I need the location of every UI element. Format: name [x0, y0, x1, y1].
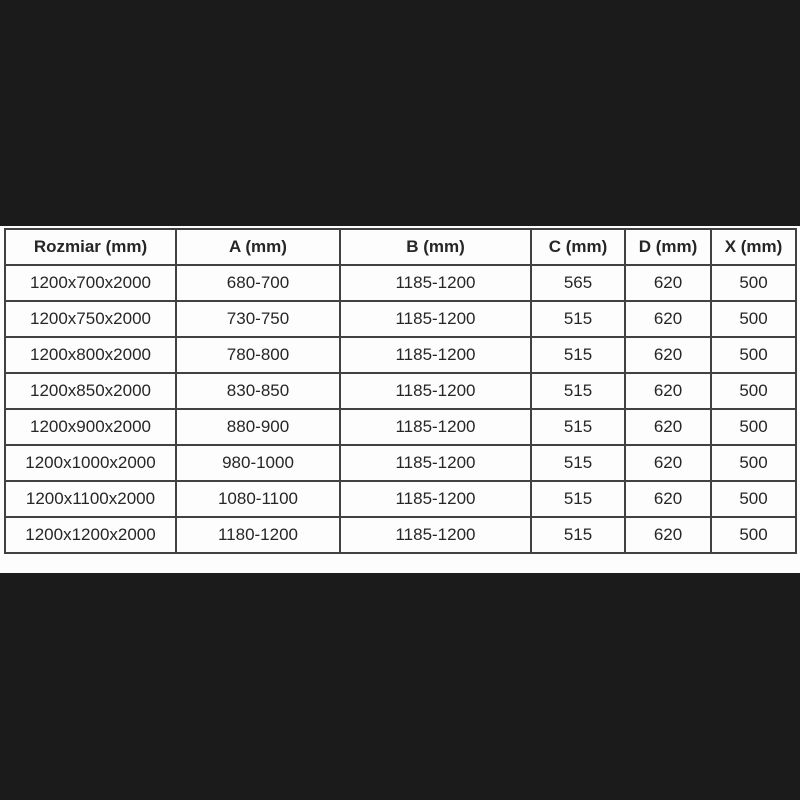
- table-row: 1200x1200x2000 1180-1200 1185-1200 515 6…: [4, 516, 797, 554]
- column-header-c: C (mm): [530, 228, 626, 266]
- table-cell: 1200x700x2000: [4, 264, 177, 302]
- column-header-rozmiar: Rozmiar (mm): [4, 228, 177, 266]
- table-row: 1200x850x2000 830-850 1185-1200 515 620 …: [4, 372, 797, 410]
- table-cell: 620: [624, 372, 712, 410]
- table-cell: 515: [530, 480, 626, 518]
- table-cell: 515: [530, 408, 626, 446]
- table-cell: 730-750: [175, 300, 341, 338]
- table-cell: 780-800: [175, 336, 341, 374]
- table-cell: 515: [530, 516, 626, 554]
- table-cell: 620: [624, 336, 712, 374]
- table-cell: 1185-1200: [339, 372, 532, 410]
- table-cell: 500: [710, 408, 797, 446]
- column-header-x: X (mm): [710, 228, 797, 266]
- table-cell: 500: [710, 336, 797, 374]
- table-cell: 620: [624, 300, 712, 338]
- table-cell: 500: [710, 444, 797, 482]
- table-cell: 1080-1100: [175, 480, 341, 518]
- table-cell: 1200x1100x2000: [4, 480, 177, 518]
- table-cell: 620: [624, 516, 712, 554]
- table-cell: 1185-1200: [339, 336, 532, 374]
- table-cell: 500: [710, 480, 797, 518]
- table-cell: 880-900: [175, 408, 341, 446]
- table-cell: 1185-1200: [339, 480, 532, 518]
- table-cell: 1185-1200: [339, 516, 532, 554]
- table-row: 1200x1000x2000 980-1000 1185-1200 515 62…: [4, 444, 797, 482]
- table-cell: 1180-1200: [175, 516, 341, 554]
- table-cell: 1200x1200x2000: [4, 516, 177, 554]
- table-cell: 680-700: [175, 264, 341, 302]
- table-row: 1200x800x2000 780-800 1185-1200 515 620 …: [4, 336, 797, 374]
- table-cell: 620: [624, 264, 712, 302]
- table-cell: 1185-1200: [339, 264, 532, 302]
- table-cell: 515: [530, 444, 626, 482]
- table-cell: 1200x1000x2000: [4, 444, 177, 482]
- table-cell: 1200x850x2000: [4, 372, 177, 410]
- table-cell: 565: [530, 264, 626, 302]
- table-row: 1200x900x2000 880-900 1185-1200 515 620 …: [4, 408, 797, 446]
- column-header-d: D (mm): [624, 228, 712, 266]
- table-row: 1200x1100x2000 1080-1100 1185-1200 515 6…: [4, 480, 797, 518]
- table-cell: 500: [710, 300, 797, 338]
- table-cell: 830-850: [175, 372, 341, 410]
- table-cell: 620: [624, 444, 712, 482]
- table-cell: 1200x900x2000: [4, 408, 177, 446]
- table-cell: 515: [530, 300, 626, 338]
- table-cell: 980-1000: [175, 444, 341, 482]
- spec-panel: Rozmiar (mm) A (mm) B (mm) C (mm) D (mm)…: [0, 226, 800, 573]
- table-cell: 1185-1200: [339, 444, 532, 482]
- column-header-b: B (mm): [339, 228, 532, 266]
- table-cell: 500: [710, 264, 797, 302]
- table-cell: 500: [710, 372, 797, 410]
- table-cell: 1200x800x2000: [4, 336, 177, 374]
- table-cell: 620: [624, 480, 712, 518]
- table-cell: 515: [530, 372, 626, 410]
- table-cell: 515: [530, 336, 626, 374]
- table-cell: 620: [624, 408, 712, 446]
- table-cell: 1185-1200: [339, 300, 532, 338]
- table-row: 1200x700x2000 680-700 1185-1200 565 620 …: [4, 264, 797, 302]
- table-cell: 500: [710, 516, 797, 554]
- column-header-a: A (mm): [175, 228, 341, 266]
- table-header-row: Rozmiar (mm) A (mm) B (mm) C (mm) D (mm)…: [4, 228, 797, 266]
- table-cell: 1185-1200: [339, 408, 532, 446]
- table-cell: 1200x750x2000: [4, 300, 177, 338]
- size-spec-table: Rozmiar (mm) A (mm) B (mm) C (mm) D (mm)…: [4, 228, 797, 554]
- table-row: 1200x750x2000 730-750 1185-1200 515 620 …: [4, 300, 797, 338]
